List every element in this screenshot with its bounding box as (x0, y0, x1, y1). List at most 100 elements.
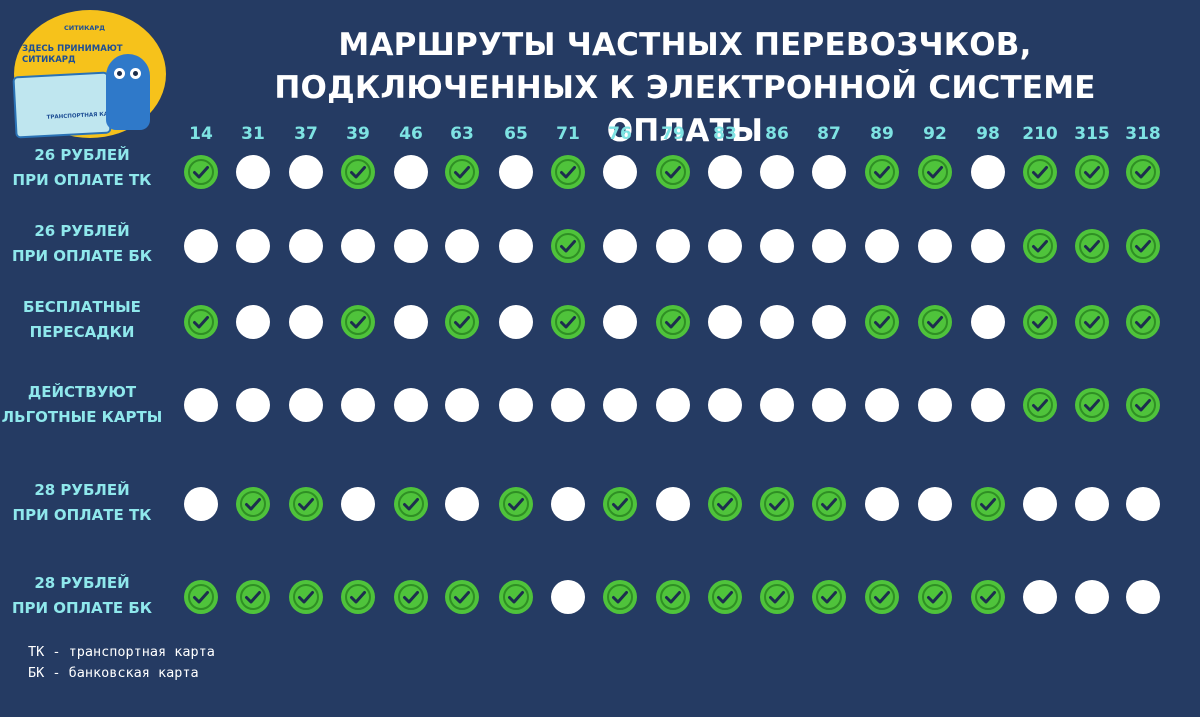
row-label: 26 РУБЛЕЙ ПРИ ОПЛАТЕ БК (0, 219, 164, 269)
route-number-92: 92 (923, 124, 947, 144)
checkmark-icon (607, 491, 633, 517)
empty-circle (1126, 487, 1160, 521)
check-circle (812, 487, 846, 521)
route-number-46: 46 (399, 124, 423, 144)
checkmark-icon (1027, 309, 1053, 335)
checkmark-icon (555, 233, 581, 259)
check-circle (1075, 305, 1109, 339)
checkmark-icon (293, 491, 319, 517)
check-circle (1126, 305, 1160, 339)
route-number-87: 87 (817, 124, 841, 144)
check-circle (603, 580, 637, 614)
check-circle (341, 580, 375, 614)
route-number-86: 86 (765, 124, 789, 144)
check-circle (760, 487, 794, 521)
empty-circle (236, 305, 270, 339)
checkmark-icon (398, 584, 424, 610)
checkmark-icon (240, 584, 266, 610)
checkmark-icon (449, 584, 475, 610)
route-number-89: 89 (870, 124, 894, 144)
checkmark-icon (345, 584, 371, 610)
empty-circle (760, 229, 794, 263)
checkmark-icon (240, 491, 266, 517)
check-circle (918, 305, 952, 339)
page-title-line2: ПОДКЛЮЧЕННЫХ К ЭЛЕКТРОННОЙ СИСТЕМЕ ОПЛАТ… (274, 70, 1096, 149)
checkmark-icon (555, 309, 581, 335)
check-circle (184, 580, 218, 614)
check-circle (1075, 229, 1109, 263)
check-circle (499, 580, 533, 614)
check-circle (812, 580, 846, 614)
route-number-318: 318 (1125, 124, 1161, 144)
check-circle (184, 305, 218, 339)
check-circle (760, 580, 794, 614)
check-circle (394, 487, 428, 521)
checkmark-icon (1027, 159, 1053, 185)
checkmark-icon (975, 584, 1001, 610)
row-label-line1: 28 РУБЛЕЙ (34, 481, 130, 499)
checkmark-icon (1027, 392, 1053, 418)
check-circle (603, 487, 637, 521)
logo-brand: СИТИКАРД (64, 24, 105, 32)
row-label: 26 РУБЛЕЙ ПРИ ОПЛАТЕ ТК (0, 143, 164, 193)
checkmark-icon (869, 159, 895, 185)
checkmark-icon (660, 309, 686, 335)
empty-circle (1023, 580, 1057, 614)
check-circle (1075, 155, 1109, 189)
checkmark-icon (1079, 159, 1105, 185)
route-number-315: 315 (1074, 124, 1110, 144)
empty-circle (760, 155, 794, 189)
route-number-14: 14 (189, 124, 213, 144)
check-circle (289, 487, 323, 521)
row-label-line2: ЛЬГОТНЫЕ КАРТЫ (1, 408, 163, 426)
empty-circle (499, 305, 533, 339)
check-circle (1023, 155, 1057, 189)
empty-circle (445, 487, 479, 521)
route-number-63: 63 (450, 124, 474, 144)
empty-circle (394, 305, 428, 339)
empty-circle (708, 388, 742, 422)
empty-circle (971, 155, 1005, 189)
empty-circle (499, 155, 533, 189)
check-circle (656, 580, 690, 614)
row-label-line1: 26 РУБЛЕЙ (34, 146, 130, 164)
check-circle (445, 305, 479, 339)
row-label-line1: ДЕЙСТВУЮТ (27, 383, 137, 401)
citycard-logo: СИТИКАРД ЗДЕСЬ ПРИНИМАЮТ СИТИКАРД ТРАНСП… (10, 10, 166, 139)
checkmark-icon (449, 309, 475, 335)
route-number-39: 39 (346, 124, 370, 144)
check-circle (918, 155, 952, 189)
empty-circle (289, 305, 323, 339)
empty-circle (708, 229, 742, 263)
checkmark-icon (503, 584, 529, 610)
checkmark-icon (1079, 392, 1105, 418)
checkmark-icon (816, 491, 842, 517)
check-circle (551, 229, 585, 263)
page-title: МАРШРУТЫ ЧАСТНЫХ ПЕРЕВОЗЧКОВ, ПОДКЛЮЧЕНН… (240, 24, 1130, 153)
empty-circle (445, 388, 479, 422)
check-circle (865, 305, 899, 339)
empty-circle (1075, 487, 1109, 521)
checkmark-icon (1130, 159, 1156, 185)
check-circle (708, 580, 742, 614)
check-circle (184, 155, 218, 189)
empty-circle (184, 487, 218, 521)
check-circle (1126, 155, 1160, 189)
empty-circle (603, 305, 637, 339)
check-circle (341, 155, 375, 189)
empty-circle (603, 155, 637, 189)
empty-circle (656, 487, 690, 521)
empty-circle (1023, 487, 1057, 521)
check-circle (1023, 388, 1057, 422)
logo-slogan-line2: СИТИКАРД (22, 55, 76, 65)
route-number-83: 83 (713, 124, 737, 144)
checkmark-icon (449, 159, 475, 185)
checkmark-icon (398, 491, 424, 517)
empty-circle (760, 305, 794, 339)
empty-circle (812, 305, 846, 339)
check-circle (394, 580, 428, 614)
empty-circle (341, 229, 375, 263)
mascot-eye-right (130, 68, 141, 79)
empty-circle (760, 388, 794, 422)
checkmark-icon (1079, 309, 1105, 335)
